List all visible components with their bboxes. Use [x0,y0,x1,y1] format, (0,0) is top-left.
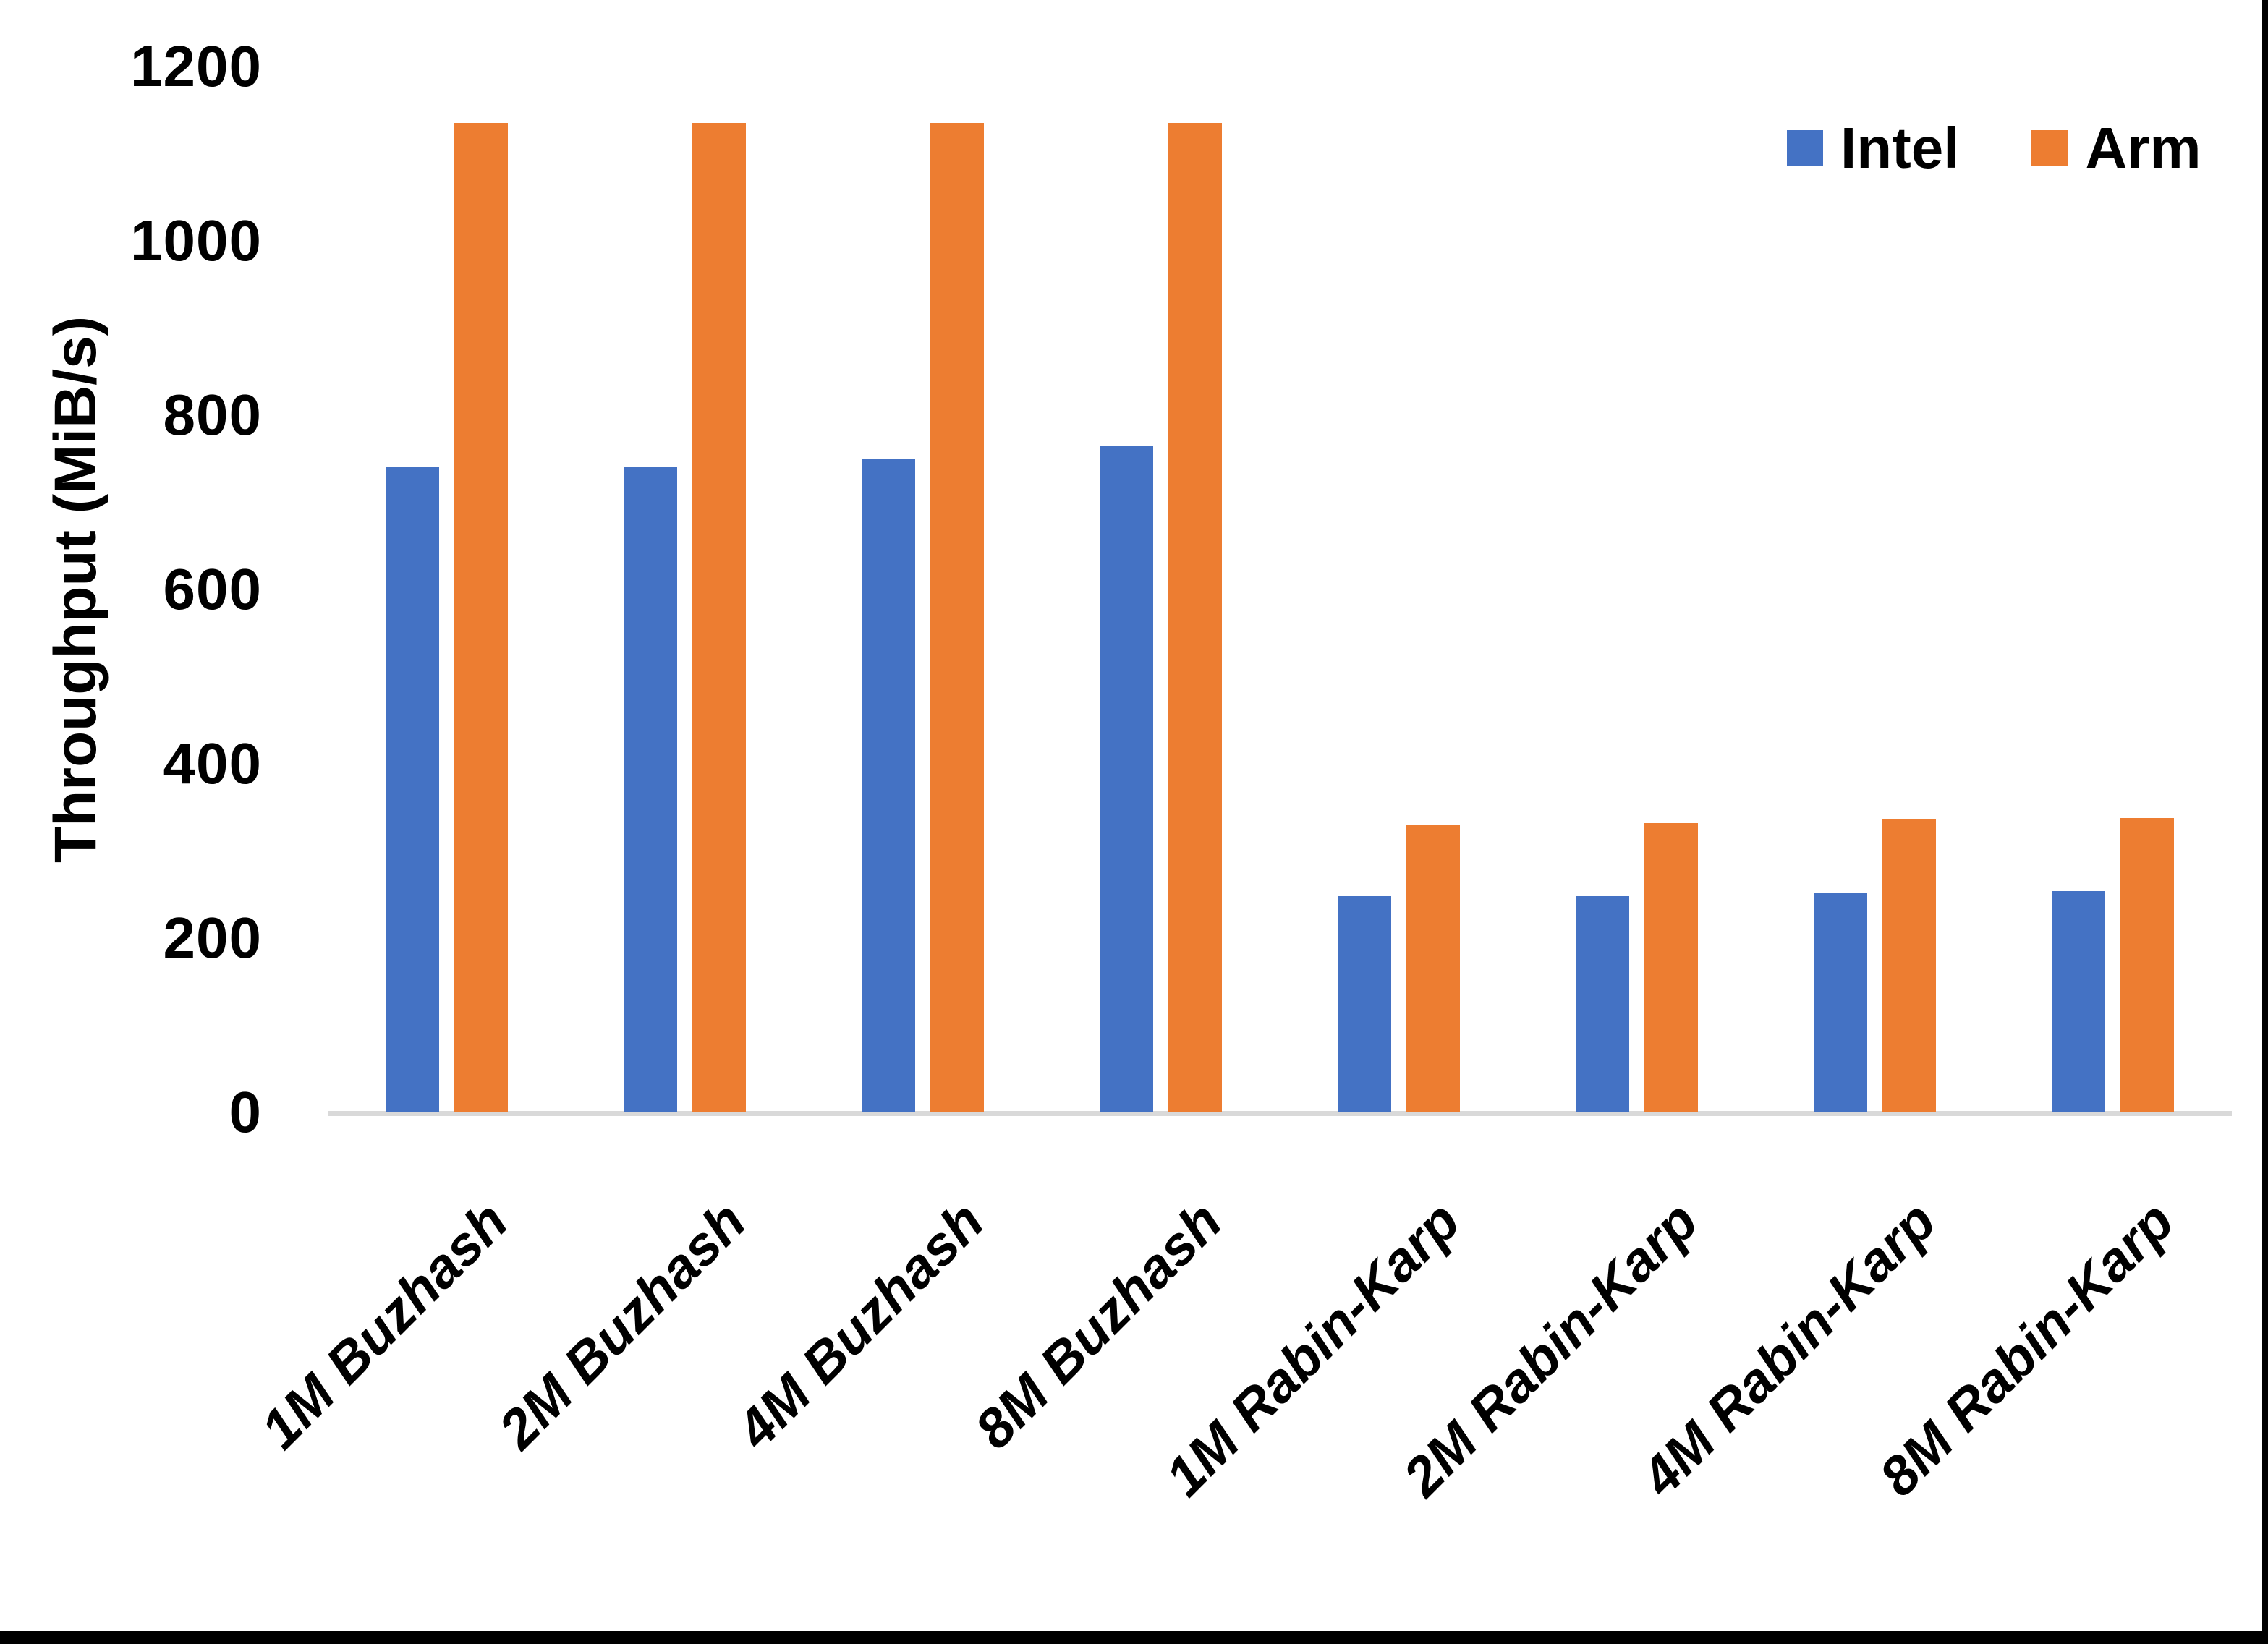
window-border-right [2262,0,2268,1644]
bar-intel-4m-buzhash [862,459,915,1112]
x-tick-label-4m-buzhash: 4M Buzhash [725,1190,996,1461]
legend: Intel Arm [1787,119,2201,178]
bar-arm-8m-rabin-karp [2120,818,2174,1112]
arm-series-swatch [2031,130,2068,166]
legend-item-intel: Intel [1787,119,1959,178]
legend-label-arm: Arm [2085,116,2201,180]
bar-arm-2m-buzhash [692,123,746,1112]
y-tick-label-1200: 1200 [130,34,262,98]
y-tick-label-0: 0 [229,1080,262,1144]
y-tick-label-400: 400 [163,731,262,796]
x-tick-label-2m-buzhash: 2M Buzhash [487,1190,758,1461]
bar-intel-4m-rabin-karp [1814,893,1867,1112]
x-tick-label-8m-buzhash: 8M Buzhash [963,1190,1234,1461]
bar-intel-1m-buzhash [386,467,439,1112]
y-tick-label-1000: 1000 [130,208,262,273]
bar-arm-1m-rabin-karp [1406,825,1460,1112]
bar-intel-8m-buzhash [1100,446,1153,1112]
bar-intel-8m-rabin-karp [2052,891,2105,1112]
bar-arm-2m-rabin-karp [1644,823,1698,1112]
x-tick-label-1m-buzhash: 1M Buzhash [249,1190,520,1461]
bar-intel-2m-rabin-karp [1576,896,1629,1112]
intel-series-swatch [1787,130,1823,166]
bar-arm-1m-buzhash [454,123,508,1112]
legend-item-arm: Arm [2031,119,2201,178]
bar-intel-1m-rabin-karp [1338,896,1391,1112]
y-tick-label-200: 200 [163,906,262,970]
bar-arm-4m-buzhash [930,123,984,1112]
bar-arm-4m-rabin-karp [1882,819,1936,1112]
y-tick-label-600: 600 [163,557,262,621]
legend-label-intel: Intel [1840,116,1960,180]
bar-intel-2m-buzhash [624,467,677,1112]
x-axis-line [328,1111,2232,1116]
window-border-bottom [0,1631,2268,1644]
bar-arm-8m-buzhash [1168,123,1222,1112]
y-tick-label-800: 800 [163,383,262,447]
